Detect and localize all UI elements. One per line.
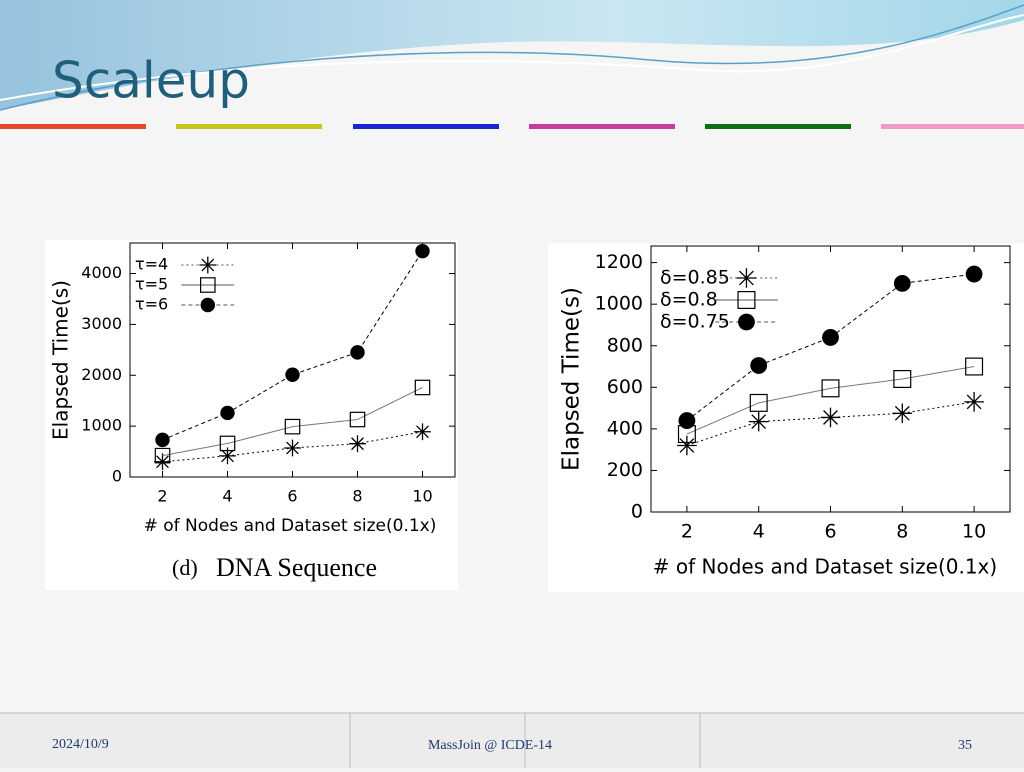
data-point <box>154 453 171 471</box>
x-axis-label: # of Nodes and Dataset size(0.1x) <box>144 516 437 536</box>
x-tick-label: 4 <box>753 521 765 543</box>
series-line <box>686 273 975 421</box>
legend-label: δ=0.75 <box>660 311 730 333</box>
series-line <box>686 401 975 446</box>
legend-marker <box>736 268 757 288</box>
footer-date: 2024/10/9 <box>52 737 109 752</box>
data-point <box>155 432 170 448</box>
data-point <box>822 329 839 346</box>
accent-bar <box>176 124 322 129</box>
y-tick-label: 0 <box>112 467 122 486</box>
data-point <box>965 265 983 283</box>
accent-bar <box>0 124 146 129</box>
data-point <box>284 439 301 457</box>
data-point <box>284 418 301 435</box>
chart-panel <box>45 240 458 590</box>
series-line <box>686 366 975 435</box>
y-tick-label: 1200 <box>595 251 643 273</box>
header-wave-line <box>0 14 1024 101</box>
data-point <box>820 407 841 428</box>
data-point <box>415 243 430 259</box>
legend-marker <box>200 277 216 293</box>
y-tick-label: 2000 <box>81 365 122 384</box>
data-point <box>964 392 984 412</box>
chart-panel <box>548 243 1024 592</box>
y-tick-label: 0 <box>631 501 643 523</box>
legend-marker <box>200 297 215 313</box>
x-tick-label: 2 <box>157 487 167 506</box>
x-tick-label: 6 <box>824 521 836 543</box>
accent-bar <box>881 124 1024 129</box>
legend-label: δ=0.8 <box>660 289 718 311</box>
accent-bar <box>529 124 675 129</box>
data-point <box>749 393 768 412</box>
data-point <box>349 411 366 428</box>
footer-center: MassJoin @ ICDE-14 <box>428 738 552 753</box>
data-point <box>349 435 366 453</box>
y-tick-label: 400 <box>607 417 643 439</box>
x-tick-label: 8 <box>352 487 362 506</box>
accent-bar <box>705 124 851 129</box>
legend-marker <box>199 256 217 274</box>
y-axis-label: Elapsed Time(s) <box>49 280 73 440</box>
data-point <box>219 435 236 452</box>
legend-label: τ=4 <box>135 255 168 274</box>
data-point <box>414 423 431 441</box>
y-tick-label: 1000 <box>81 416 122 435</box>
y-tick-label: 4000 <box>81 263 122 282</box>
x-axis-label: # of Nodes and Dataset size(0.1x) <box>653 555 997 579</box>
x-tick-label: 6 <box>287 487 297 506</box>
data-point <box>748 411 769 432</box>
x-tick-label: 2 <box>681 521 693 543</box>
y-tick-label: 3000 <box>81 314 122 333</box>
x-tick-label: 8 <box>896 521 908 543</box>
legend-label: δ=0.85 <box>660 267 730 289</box>
series-line <box>162 250 423 441</box>
slide-title: Scaleup <box>52 52 250 110</box>
x-tick-label: 10 <box>962 521 986 543</box>
data-point <box>414 379 431 396</box>
data-point <box>154 447 171 464</box>
caption-label: (d) <box>172 555 198 580</box>
y-tick-label: 800 <box>607 334 643 356</box>
x-tick-label: 10 <box>412 487 432 506</box>
series-line <box>162 387 423 457</box>
accent-bar <box>353 124 499 129</box>
data-point <box>893 275 911 292</box>
footer <box>0 713 1024 768</box>
y-axis-label: Elapsed Time(s) <box>559 287 585 471</box>
data-point <box>821 379 840 398</box>
caption: DNA Sequence <box>216 553 377 582</box>
data-point <box>892 403 913 424</box>
data-point <box>677 435 697 456</box>
legend-marker <box>738 313 755 331</box>
data-point <box>965 357 984 376</box>
legend-label: τ=5 <box>135 275 168 294</box>
footer-page: 35 <box>958 738 972 753</box>
data-point <box>893 370 912 389</box>
data-point <box>750 357 768 374</box>
header-wave <box>0 0 1024 110</box>
legend-marker <box>737 291 756 310</box>
data-point <box>285 367 300 382</box>
x-tick-label: 4 <box>222 487 232 506</box>
y-tick-label: 200 <box>607 459 643 481</box>
y-tick-label: 600 <box>607 376 643 398</box>
data-point <box>219 447 236 465</box>
legend-label: τ=6 <box>135 295 168 314</box>
data-point <box>678 412 696 429</box>
data-point <box>350 345 365 360</box>
y-tick-label: 1000 <box>595 293 643 315</box>
data-point <box>220 405 235 421</box>
